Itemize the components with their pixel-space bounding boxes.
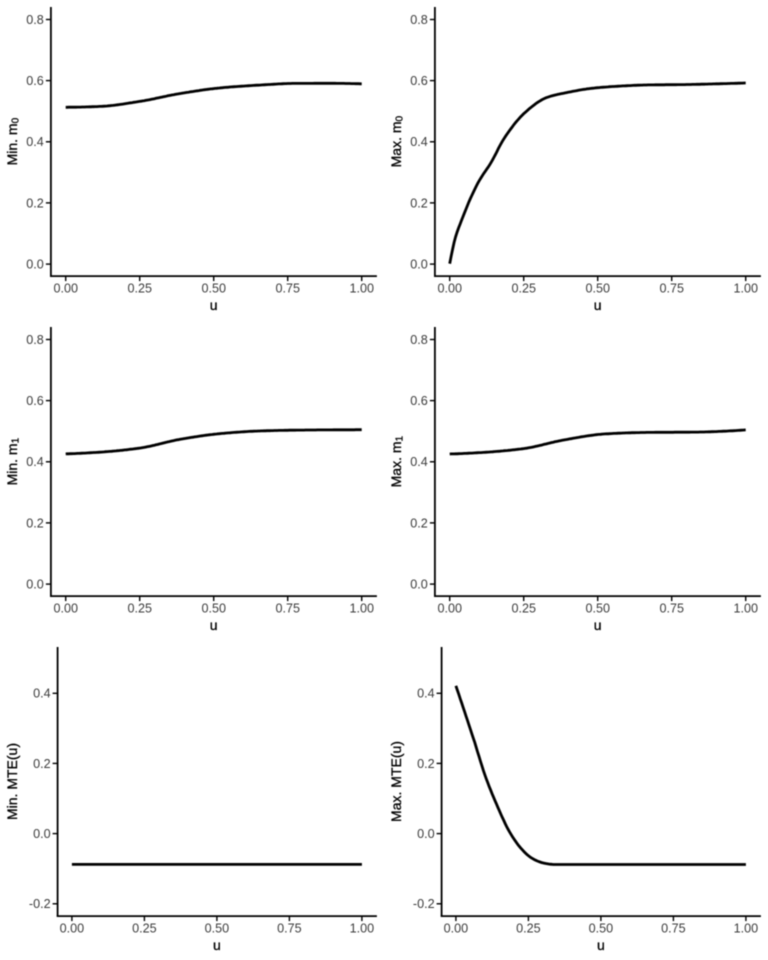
svg-text:0.75: 0.75 bbox=[661, 921, 686, 935]
svg-text:0.2: 0.2 bbox=[26, 516, 44, 530]
svg-text:0.75: 0.75 bbox=[277, 921, 302, 935]
svg-text:0.6: 0.6 bbox=[410, 394, 428, 408]
svg-text:0.0: 0.0 bbox=[26, 258, 44, 272]
svg-text:Min. m1: Min. m1 bbox=[4, 437, 22, 485]
svg-text:0.2: 0.2 bbox=[410, 196, 428, 210]
svg-text:0.50: 0.50 bbox=[201, 601, 226, 615]
svg-text:0.00: 0.00 bbox=[60, 921, 85, 935]
svg-text:0.2: 0.2 bbox=[26, 196, 44, 210]
svg-text:0.4: 0.4 bbox=[410, 455, 428, 469]
svg-text:0.50: 0.50 bbox=[201, 281, 226, 295]
svg-text:0.75: 0.75 bbox=[275, 601, 300, 615]
svg-text:-0.2: -0.2 bbox=[29, 897, 51, 911]
svg-text:0.25: 0.25 bbox=[511, 601, 536, 615]
svg-text:0.75: 0.75 bbox=[659, 601, 684, 615]
svg-text:u: u bbox=[210, 297, 218, 313]
svg-text:u: u bbox=[594, 617, 602, 633]
svg-text:0.0: 0.0 bbox=[26, 578, 44, 592]
svg-text:u: u bbox=[210, 617, 218, 633]
svg-text:Max. MTE(u): Max. MTE(u) bbox=[388, 741, 404, 822]
svg-text:0.25: 0.25 bbox=[516, 921, 541, 935]
svg-text:0.4: 0.4 bbox=[26, 455, 44, 469]
svg-text:0.25: 0.25 bbox=[511, 281, 536, 295]
svg-text:0.00: 0.00 bbox=[53, 281, 78, 295]
svg-text:0.0: 0.0 bbox=[417, 827, 435, 841]
svg-text:0.50: 0.50 bbox=[205, 921, 230, 935]
svg-text:0.0: 0.0 bbox=[33, 827, 51, 841]
svg-text:0.4: 0.4 bbox=[33, 687, 51, 701]
svg-text:0.25: 0.25 bbox=[127, 601, 152, 615]
svg-text:0.50: 0.50 bbox=[585, 281, 610, 295]
svg-text:0.2: 0.2 bbox=[410, 516, 428, 530]
svg-text:0.00: 0.00 bbox=[444, 921, 469, 935]
svg-text:0.2: 0.2 bbox=[417, 757, 435, 771]
svg-text:Max. m0: Max. m0 bbox=[388, 115, 406, 167]
svg-text:0.25: 0.25 bbox=[132, 921, 157, 935]
svg-text:0.6: 0.6 bbox=[26, 74, 44, 88]
svg-text:0.8: 0.8 bbox=[410, 13, 428, 27]
svg-text:0.0: 0.0 bbox=[410, 258, 428, 272]
svg-text:1.00: 1.00 bbox=[349, 601, 374, 615]
svg-text:0.8: 0.8 bbox=[26, 333, 44, 347]
svg-text:u: u bbox=[213, 937, 221, 953]
svg-text:0.75: 0.75 bbox=[275, 281, 300, 295]
svg-text:Max. m1: Max. m1 bbox=[388, 435, 406, 487]
svg-text:0.6: 0.6 bbox=[410, 74, 428, 88]
svg-text:Min. m0: Min. m0 bbox=[4, 117, 22, 165]
svg-text:0.8: 0.8 bbox=[26, 13, 44, 27]
svg-text:1.00: 1.00 bbox=[734, 921, 759, 935]
svg-text:0.4: 0.4 bbox=[410, 135, 428, 149]
svg-text:0.2: 0.2 bbox=[33, 757, 51, 771]
svg-text:1.00: 1.00 bbox=[733, 281, 758, 295]
svg-text:1.00: 1.00 bbox=[350, 921, 375, 935]
svg-text:0.25: 0.25 bbox=[127, 281, 152, 295]
svg-text:0.75: 0.75 bbox=[659, 281, 684, 295]
svg-text:0.50: 0.50 bbox=[589, 921, 614, 935]
svg-text:0.0: 0.0 bbox=[410, 578, 428, 592]
svg-text:-0.2: -0.2 bbox=[413, 897, 435, 911]
svg-text:0.8: 0.8 bbox=[410, 333, 428, 347]
svg-text:0.6: 0.6 bbox=[26, 394, 44, 408]
svg-text:1.00: 1.00 bbox=[349, 281, 374, 295]
svg-text:0.00: 0.00 bbox=[53, 601, 78, 615]
svg-text:0.50: 0.50 bbox=[585, 601, 610, 615]
svg-text:0.4: 0.4 bbox=[417, 687, 435, 701]
svg-text:u: u bbox=[594, 297, 602, 313]
svg-text:1.00: 1.00 bbox=[733, 601, 758, 615]
svg-text:0.00: 0.00 bbox=[437, 281, 462, 295]
svg-text:0.4: 0.4 bbox=[26, 135, 44, 149]
svg-text:0.00: 0.00 bbox=[437, 601, 462, 615]
svg-text:u: u bbox=[597, 937, 605, 953]
svg-text:Min. MTE(u): Min. MTE(u) bbox=[4, 743, 20, 820]
